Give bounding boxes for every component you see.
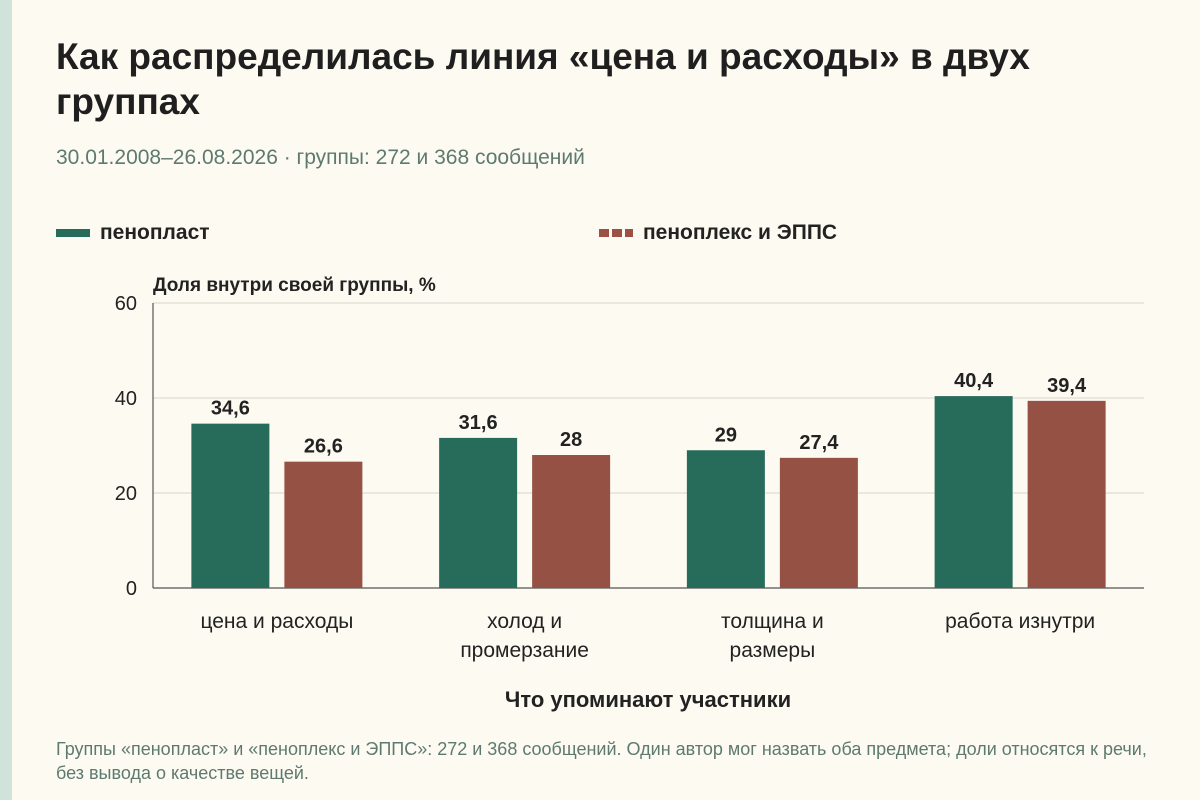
legend-item-penoplast: пенопласт — [56, 221, 210, 245]
x-tick-label-line: работа изнутри — [945, 610, 1095, 633]
data-label-penoplex-0: 26,6 — [304, 436, 343, 458]
bar-penoplex-2 — [779, 457, 858, 588]
y-axis-label: Доля внутри своей группы, % — [153, 275, 436, 296]
bar-penoplast-0 — [191, 423, 270, 588]
data-label-penoplast-1: 31,6 — [459, 412, 498, 434]
x-tick-label-2: толщина и размеры — [721, 610, 824, 662]
bar-penoplex-0 — [284, 461, 363, 588]
x-tick-label-line: толщина и — [721, 610, 824, 633]
data-label-penoplex-2: 27,4 — [799, 432, 839, 454]
x-tick-label-line: промерзание — [460, 639, 589, 662]
x-tick-label-3: работа изнутри — [945, 610, 1095, 633]
footnote: Группы «пенопласт» и «пеноплекс и ЭППС»:… — [56, 739, 1147, 783]
x-tick-label-line: цена и расходы — [200, 610, 353, 633]
y-tick-label-40: 40 — [115, 388, 137, 410]
bar-penoplex-3 — [1027, 400, 1106, 588]
bar-penoplast-1 — [439, 437, 518, 588]
data-label-penoplex-1: 28 — [560, 429, 582, 451]
legend-item-penoplex: пеноплекс и ЭППС — [599, 221, 837, 245]
side-accent-strip — [0, 0, 12, 800]
legend-label-penoplex: пеноплекс и ЭППС — [643, 221, 838, 244]
x-axis-label: Что упоминают участники — [505, 687, 791, 712]
x-tick-label-line: размеры — [730, 639, 816, 662]
data-label-penoplast-3: 40,4 — [954, 370, 994, 392]
y-tick-label-60: 60 — [115, 293, 137, 315]
bar-penoplex-1 — [532, 455, 611, 588]
y-tick-label-20: 20 — [115, 483, 137, 505]
data-label-penoplex-3: 39,4 — [1047, 375, 1087, 397]
x-tick-label-0: цена и расходы — [200, 610, 353, 633]
x-tick-label-1: холод и промерзание — [460, 610, 589, 662]
y-tick-label-0: 0 — [126, 578, 137, 600]
data-label-penoplast-2: 29 — [715, 424, 737, 446]
chart-title: Как распределилась линия «цена и расходы… — [56, 36, 1030, 122]
bar-penoplast-2 — [686, 450, 765, 588]
bar-penoplast-3 — [934, 396, 1013, 588]
legend-swatch-penoplast — [56, 229, 90, 237]
data-label-penoplast-0: 34,6 — [211, 398, 250, 420]
x-tick-label-line: холод и — [487, 610, 562, 633]
legend-swatch-penoplex — [599, 229, 633, 237]
chart-subtitle: 30.01.2008–26.08.2026 · группы: 272 и 36… — [56, 146, 585, 169]
legend-label-penoplast: пенопласт — [100, 221, 210, 244]
